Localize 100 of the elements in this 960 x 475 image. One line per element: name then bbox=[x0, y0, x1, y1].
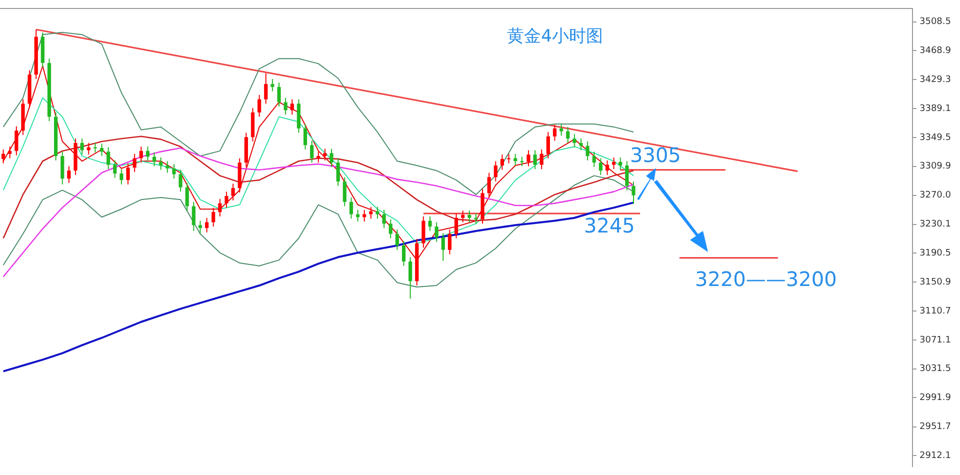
candlestick bbox=[559, 124, 564, 136]
annotation: 3220——3200 bbox=[695, 267, 837, 292]
candlestick bbox=[204, 217, 209, 233]
candlestick bbox=[100, 143, 104, 157]
y-tick-label: 2912.1 bbox=[920, 450, 952, 461]
candlestick bbox=[231, 183, 235, 201]
y-tick-label: 2951.7 bbox=[920, 422, 952, 432]
candlestick bbox=[487, 172, 491, 198]
candlestick bbox=[126, 162, 130, 185]
candlestick bbox=[605, 160, 610, 176]
candlestick bbox=[290, 98, 294, 116]
candlestick bbox=[494, 160, 498, 182]
candlestick bbox=[60, 151, 64, 185]
candlestick bbox=[362, 209, 366, 222]
candlestick bbox=[520, 156, 524, 167]
candlestick bbox=[212, 207, 216, 228]
candlestick bbox=[388, 218, 392, 239]
candlestick bbox=[146, 146, 150, 162]
candlestick bbox=[395, 229, 399, 250]
candlestick bbox=[139, 146, 143, 164]
annotation: 3305 bbox=[630, 143, 681, 168]
candlestick bbox=[185, 182, 189, 212]
candlestick bbox=[428, 216, 432, 232]
candlestick bbox=[284, 97, 288, 116]
candlestick bbox=[80, 138, 84, 156]
candlestick bbox=[166, 160, 170, 174]
candlestick bbox=[474, 213, 478, 224]
candlestick bbox=[533, 150, 537, 170]
candlestick bbox=[270, 78, 274, 92]
candlestick bbox=[218, 198, 222, 217]
y-tick-label: 3270.0 bbox=[920, 190, 952, 201]
candlestick bbox=[8, 146, 12, 159]
candlestick bbox=[106, 146, 110, 170]
candlestick bbox=[113, 160, 117, 178]
candlestick bbox=[376, 206, 380, 220]
candlestick bbox=[159, 156, 163, 170]
candlestick bbox=[323, 148, 327, 161]
candlestick bbox=[67, 166, 71, 184]
candlestick bbox=[546, 132, 550, 159]
candlestick bbox=[506, 153, 511, 164]
y-tick-label: 3150.9 bbox=[920, 277, 952, 288]
candlestick bbox=[310, 140, 314, 164]
candlestick bbox=[303, 124, 308, 150]
text: 黄金4小时图 bbox=[507, 26, 603, 46]
y-tick-label: 3071.1 bbox=[920, 335, 952, 346]
candlestick bbox=[382, 209, 386, 229]
candlestick bbox=[540, 148, 544, 170]
candlestick bbox=[408, 256, 412, 300]
candlestick bbox=[566, 126, 570, 144]
candlestick bbox=[454, 213, 458, 239]
candlestick bbox=[441, 232, 445, 262]
candlestick bbox=[526, 150, 530, 167]
y-tick-label: 3468.9 bbox=[920, 46, 952, 56]
candlestick bbox=[552, 124, 557, 142]
candlestick bbox=[402, 240, 406, 266]
candlestick bbox=[356, 209, 360, 222]
candlestick bbox=[192, 201, 196, 232]
candlestick bbox=[448, 229, 452, 255]
candlestick bbox=[612, 156, 616, 170]
candlestick bbox=[152, 152, 156, 167]
candlestick bbox=[618, 156, 622, 170]
candlestick bbox=[120, 168, 124, 185]
candlestick bbox=[93, 142, 97, 153]
y-tick-label: 3349.5 bbox=[920, 132, 952, 143]
y-tick-label: 3429.3 bbox=[920, 74, 952, 85]
y-tick-label: 3190.5 bbox=[920, 248, 952, 258]
candlestick bbox=[468, 210, 472, 223]
candlestick bbox=[625, 160, 629, 191]
candlestick bbox=[586, 140, 590, 161]
candlestick bbox=[277, 82, 281, 108]
y-tick-label: 3309.9 bbox=[920, 162, 952, 172]
candlestick bbox=[336, 158, 340, 186]
candlestick bbox=[500, 154, 504, 170]
candlestick bbox=[330, 148, 334, 168]
y-tick-label: 3230.1 bbox=[920, 220, 952, 230]
candlestick bbox=[579, 138, 583, 151]
candlestick bbox=[14, 126, 18, 156]
candlestick bbox=[572, 134, 576, 148]
candlestick bbox=[349, 197, 354, 220]
y-tick-label: 3031.5 bbox=[920, 364, 952, 374]
candlestick bbox=[316, 151, 320, 164]
candlestick bbox=[422, 216, 426, 248]
candlestick bbox=[198, 220, 202, 234]
candlestick bbox=[178, 169, 182, 192]
annotation: 3245 bbox=[584, 214, 635, 238]
y-tick-label: 3389.1 bbox=[920, 104, 952, 114]
candlestick bbox=[632, 181, 636, 205]
candlestick bbox=[224, 191, 228, 208]
y-tick-label: 3110.7 bbox=[920, 306, 952, 317]
candlestick bbox=[514, 153, 518, 166]
candlestick bbox=[264, 72, 268, 104]
candlestick bbox=[598, 158, 602, 176]
y-tick-label: 3508.5 bbox=[920, 17, 952, 28]
y-tick-label: 2991.9 bbox=[920, 392, 952, 403]
candlestick bbox=[342, 176, 346, 207]
candlestick bbox=[461, 210, 465, 223]
candlestick bbox=[1, 148, 6, 164]
candlestick bbox=[258, 94, 262, 118]
candlestick bbox=[434, 222, 438, 242]
candlestick bbox=[592, 151, 596, 168]
